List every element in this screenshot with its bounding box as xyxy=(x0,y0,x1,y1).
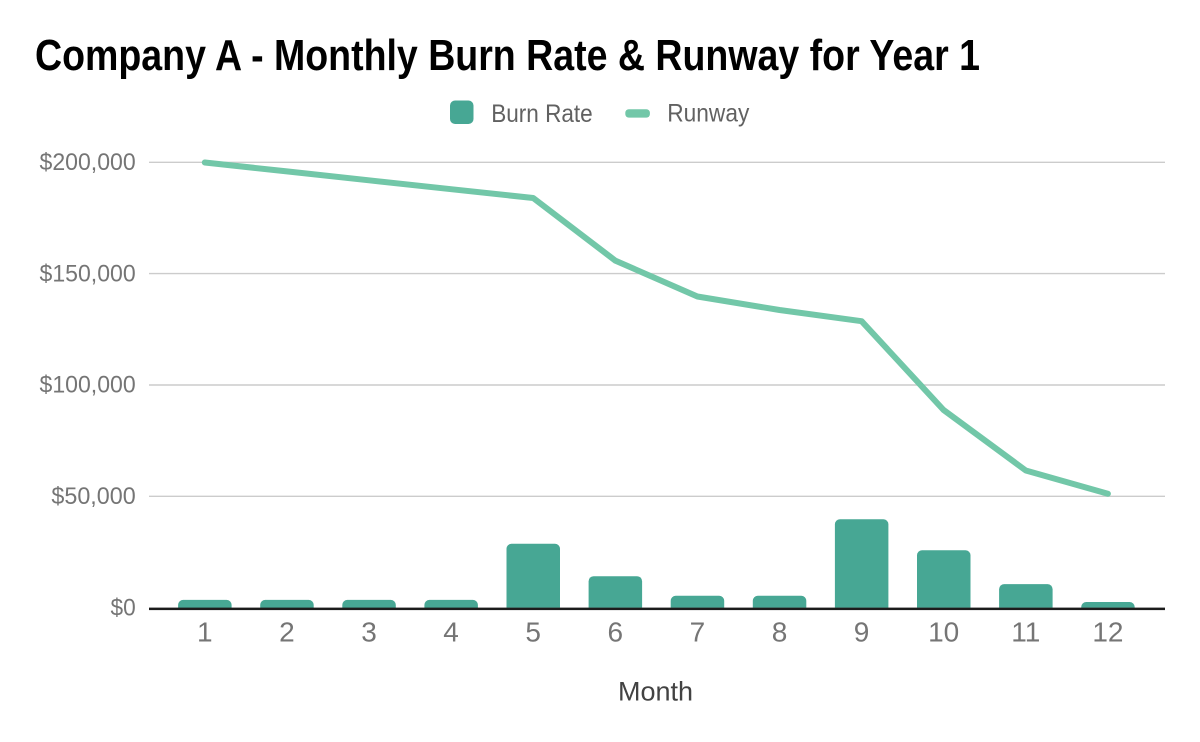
svg-text:10: 10 xyxy=(928,616,959,647)
svg-text:5: 5 xyxy=(525,616,541,647)
svg-text:$200,000: $200,000 xyxy=(40,149,136,176)
svg-text:3: 3 xyxy=(361,616,377,647)
svg-text:11: 11 xyxy=(1011,616,1040,647)
svg-text:$100,000: $100,000 xyxy=(40,372,136,399)
svg-text:$50,000: $50,000 xyxy=(51,483,135,510)
svg-text:8: 8 xyxy=(772,616,788,647)
svg-text:Runway: Runway xyxy=(667,100,749,128)
svg-text:2: 2 xyxy=(279,616,295,647)
svg-text:Burn Rate: Burn Rate xyxy=(491,100,593,128)
svg-text:Company A - Monthly Burn Rate: Company A - Monthly Burn Rate & Runway f… xyxy=(35,31,980,80)
svg-text:9: 9 xyxy=(854,616,870,647)
svg-text:Month: Month xyxy=(618,676,693,706)
svg-text:1: 1 xyxy=(197,616,213,647)
svg-text:4: 4 xyxy=(443,616,459,647)
svg-text:$0: $0 xyxy=(111,595,136,622)
svg-text:$150,000: $150,000 xyxy=(40,260,136,287)
svg-text:6: 6 xyxy=(608,616,624,647)
svg-text:12: 12 xyxy=(1092,616,1123,647)
svg-text:7: 7 xyxy=(690,616,706,647)
